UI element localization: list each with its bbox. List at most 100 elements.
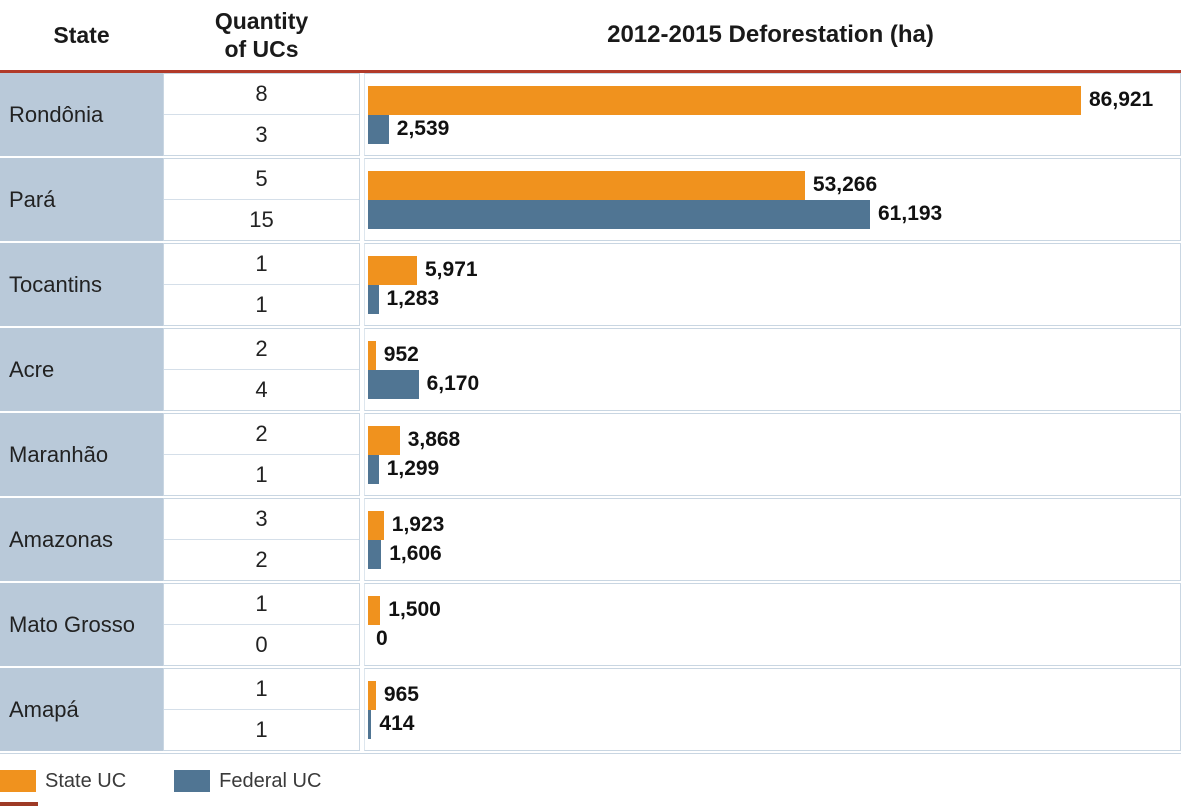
federal-uc-bar-row: 6,170 bbox=[368, 369, 1180, 399]
state-uc-value-label: 965 bbox=[383, 683, 419, 706]
federal-uc-bar-row: 414 bbox=[368, 709, 1180, 739]
state-cell: Amazonas bbox=[0, 498, 163, 581]
state-uc-legend-label: State UC bbox=[45, 769, 127, 792]
quantity-header-line1: Quantity bbox=[214, 8, 309, 34]
state-uc-bar bbox=[368, 340, 376, 370]
quantity-cell: 1 1 bbox=[163, 243, 360, 326]
chart-cell: 86,921 2,539 bbox=[364, 73, 1181, 156]
state-uc-bar-row: 965 bbox=[368, 680, 1180, 710]
state-uc-bar-row: 5,971 bbox=[368, 255, 1180, 285]
federal-uc-count: 15 bbox=[249, 207, 274, 232]
state-uc-count: 8 bbox=[164, 74, 359, 115]
column-gap bbox=[360, 498, 364, 581]
federal-uc-value-label: 6,170 bbox=[426, 372, 480, 395]
state-cell: Amapá bbox=[0, 668, 163, 751]
quantity-cell: 3 2 bbox=[163, 498, 360, 581]
column-gap bbox=[360, 243, 364, 326]
federal-uc-bar bbox=[368, 454, 379, 484]
state-uc-legend-swatch bbox=[0, 770, 36, 792]
state-group-row: Pará 5 15 53,266 61,193 bbox=[0, 158, 1181, 241]
state-uc-bar-row: 53,266 bbox=[368, 170, 1180, 200]
state-uc-count: 1 bbox=[164, 244, 359, 285]
quantity-column-header: Quantity of UCs bbox=[163, 7, 360, 63]
column-gap bbox=[360, 413, 364, 496]
state-column-header: State bbox=[53, 21, 110, 48]
state-cell: Acre bbox=[0, 328, 163, 411]
federal-uc-bar bbox=[368, 369, 419, 399]
chart-cell: 1,923 1,606 bbox=[364, 498, 1181, 581]
state-uc-bar bbox=[368, 255, 417, 285]
state-name: Pará bbox=[9, 186, 56, 212]
federal-uc-bar bbox=[368, 114, 389, 144]
table-header-row: State Quantity of UCs 2012-2015 Deforest… bbox=[0, 0, 1181, 70]
state-uc-bar-row: 952 bbox=[368, 340, 1180, 370]
column-gap bbox=[360, 328, 364, 411]
state-uc-value-label: 53,266 bbox=[812, 173, 878, 196]
state-uc-value-label: 86,921 bbox=[1089, 88, 1154, 111]
state-name: Amazonas bbox=[9, 526, 113, 552]
state-cell: Rondônia bbox=[0, 73, 163, 156]
federal-uc-count: 1 bbox=[255, 462, 268, 487]
state-name: Rondônia bbox=[9, 101, 104, 127]
state-uc-count: 5 bbox=[164, 159, 359, 200]
federal-uc-bar-row: 0 bbox=[368, 625, 1180, 654]
state-uc-bar-row: 3,868 bbox=[368, 425, 1180, 455]
quantity-cell: 1 1 bbox=[163, 668, 360, 751]
federal-uc-bar bbox=[368, 199, 870, 229]
federal-uc-legend-label: Federal UC bbox=[219, 769, 322, 792]
state-group-row: Rondônia 8 3 86,921 2,539 bbox=[0, 73, 1181, 156]
state-uc-count: 2 bbox=[164, 414, 359, 455]
state-uc-bar-row: 1,923 bbox=[368, 510, 1180, 540]
state-cell: Maranhão bbox=[0, 413, 163, 496]
federal-uc-bar bbox=[368, 709, 372, 739]
federal-uc-count: 1 bbox=[255, 292, 268, 317]
chart-cell: 53,266 61,193 bbox=[364, 158, 1181, 241]
state-uc-bar-row: 1,500 bbox=[368, 595, 1180, 625]
state-uc-count: 1 bbox=[164, 669, 359, 710]
state-uc-count: 3 bbox=[164, 499, 359, 540]
chart-cell: 965 414 bbox=[364, 668, 1181, 751]
chart-column-header: 2012-2015 Deforestation (ha) bbox=[607, 21, 934, 48]
federal-uc-bar-row: 2,539 bbox=[368, 114, 1180, 144]
federal-uc-value-label: 1,283 bbox=[386, 287, 440, 310]
state-uc-value-label: 952 bbox=[383, 343, 419, 366]
federal-uc-bar-row: 1,606 bbox=[368, 539, 1180, 569]
column-gap bbox=[360, 73, 364, 156]
federal-uc-count: 1 bbox=[255, 717, 268, 742]
quantity-cell: 2 4 bbox=[163, 328, 360, 411]
quantity-cell: 5 15 bbox=[163, 158, 360, 241]
state-uc-value-label: 1,923 bbox=[391, 513, 445, 536]
state-cell: Mato Grosso bbox=[0, 583, 163, 666]
bottom-accent-line bbox=[0, 802, 38, 806]
chart-cell: 5,971 1,283 bbox=[364, 243, 1181, 326]
column-gap bbox=[360, 158, 364, 241]
federal-uc-legend-swatch bbox=[174, 770, 211, 792]
state-uc-bar bbox=[368, 680, 376, 710]
state-uc-value-label: 3,868 bbox=[407, 428, 461, 451]
state-uc-count: 1 bbox=[164, 584, 359, 625]
federal-uc-bar-row: 1,299 bbox=[368, 454, 1180, 484]
state-name: Amapá bbox=[9, 696, 79, 722]
state-uc-value-label: 5,971 bbox=[425, 258, 478, 281]
column-gap bbox=[360, 668, 364, 751]
state-group-row: Amazonas 3 2 1,923 1,606 bbox=[0, 498, 1181, 581]
chart-cell: 3,868 1,299 bbox=[364, 413, 1181, 496]
federal-uc-value-label: 0 bbox=[376, 627, 388, 650]
state-uc-bar bbox=[368, 85, 1081, 115]
state-name: Acre bbox=[9, 356, 55, 382]
state-uc-count: 2 bbox=[164, 329, 359, 370]
state-name: Tocantins bbox=[9, 271, 102, 297]
federal-uc-value-label: 2,539 bbox=[396, 117, 450, 140]
federal-uc-value-label: 1,299 bbox=[386, 457, 440, 480]
federal-uc-count: 4 bbox=[255, 377, 268, 402]
header-rule bbox=[0, 70, 1181, 73]
state-name: Maranhão bbox=[9, 441, 109, 467]
table-body: Rondônia 8 3 86,921 2,539 Pará bbox=[0, 73, 1181, 754]
state-uc-value-label: 1,500 bbox=[388, 598, 441, 621]
federal-uc-value-label: 414 bbox=[379, 712, 415, 735]
state-cell: Pará bbox=[0, 158, 163, 241]
state-group-row: Mato Grosso 1 0 1,500 0 bbox=[0, 583, 1181, 666]
federal-uc-count: 3 bbox=[255, 122, 268, 147]
chart-cell: 1,500 0 bbox=[364, 583, 1181, 666]
